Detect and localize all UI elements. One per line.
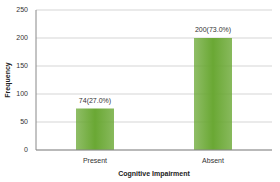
svg-text:Present: Present	[83, 157, 107, 164]
svg-text:Cognitive Impairment: Cognitive Impairment	[118, 170, 190, 178]
svg-text:50: 50	[20, 118, 28, 125]
svg-text:250: 250	[16, 6, 28, 13]
svg-text:74(27.0%): 74(27.0%)	[79, 97, 111, 105]
svg-text:200: 200	[16, 34, 28, 41]
svg-text:Frequency: Frequency	[8, 62, 12, 98]
svg-text:100: 100	[16, 90, 28, 97]
svg-text:0: 0	[24, 146, 28, 153]
svg-text:200(73.0%): 200(73.0%)	[195, 26, 231, 34]
svg-text:150: 150	[16, 62, 28, 69]
svg-text:Absent: Absent	[202, 157, 224, 164]
